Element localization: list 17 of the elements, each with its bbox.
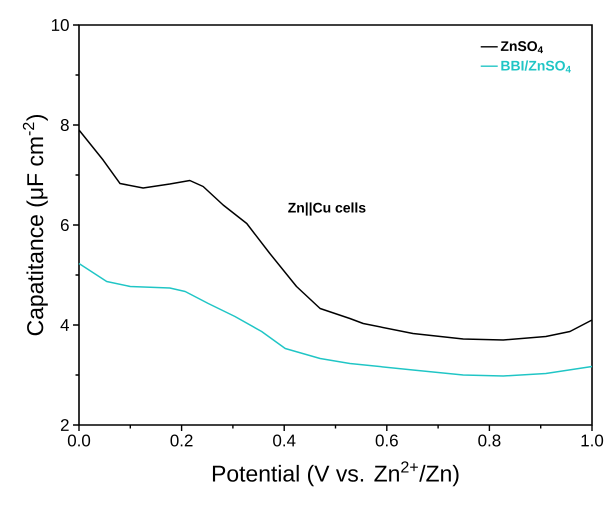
x-tick-label: 0.2 [170, 434, 193, 446]
x-tick-label: 1.0 [582, 434, 604, 446]
x-axis-title: Potential (V vs. Zn$^{2+}$/Zn) [212, 461, 459, 486]
y-axis-title: Capatitance (μF cm$^{-2}$) [22, 115, 48, 336]
legend-label: ZnSO$_{4}$ [500, 41, 543, 54]
legend-label: BBI/ZnSO$_{4}$ [501, 60, 571, 73]
y-tick-label: 4 [60, 319, 70, 331]
y-tick-label: 2 [60, 419, 69, 431]
annotation: Zn||Cu cells [288, 202, 366, 216]
y-tick-label: 10 [52, 19, 69, 32]
x-tick-label: 0.8 [478, 434, 500, 446]
y-tick-label: 8 [60, 119, 69, 132]
y-tick-label: 6 [60, 219, 69, 232]
x-tick-label: 0.0 [68, 434, 90, 446]
x-tick-label: 0.4 [273, 434, 296, 446]
line-series [78, 262, 593, 377]
x-tick-label: 0.6 [376, 434, 398, 446]
